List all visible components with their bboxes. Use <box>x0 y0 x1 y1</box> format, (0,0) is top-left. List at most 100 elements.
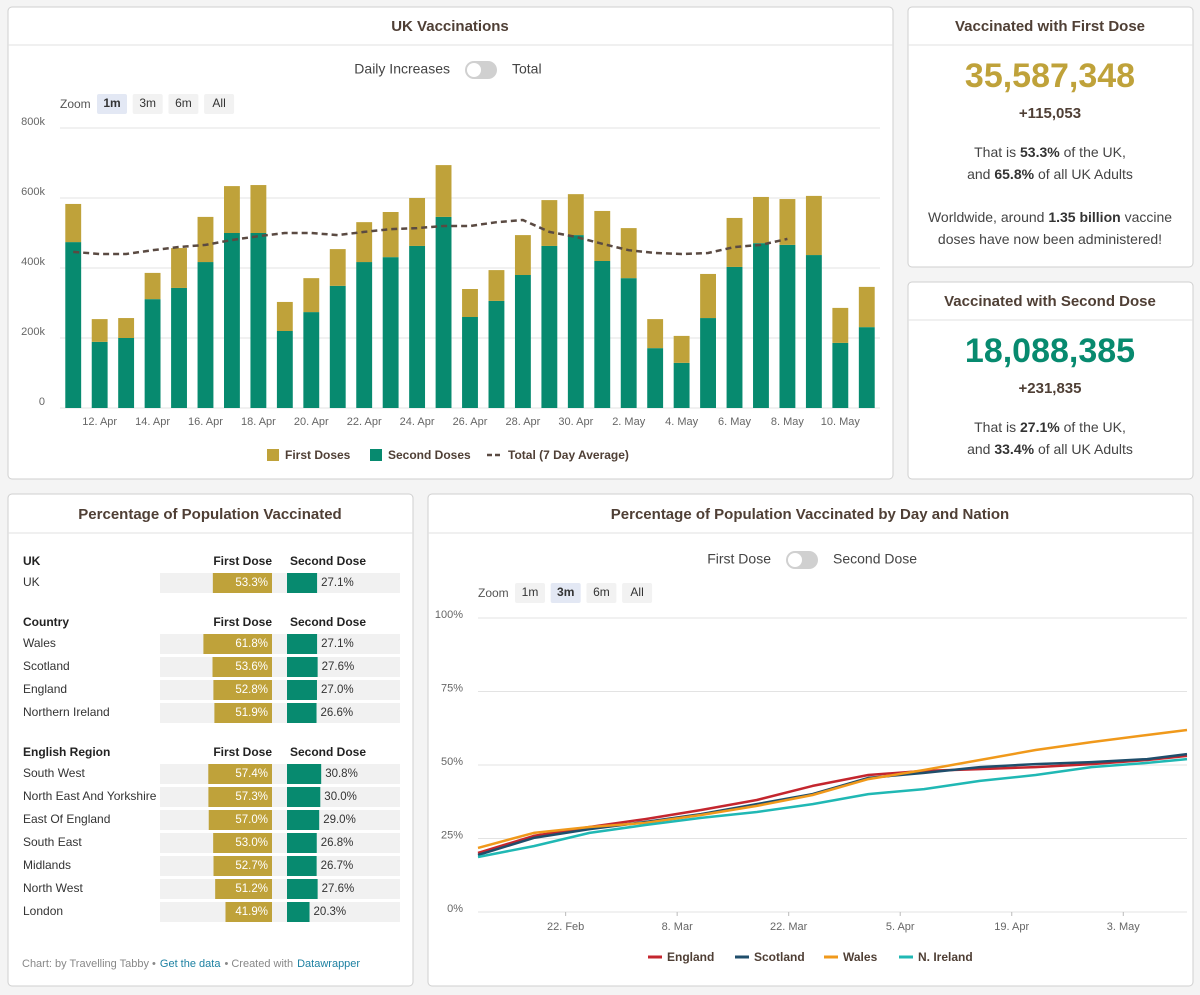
card-text-segment: of all UK Adults <box>1034 166 1133 182</box>
zoom-button[interactable] <box>622 583 653 603</box>
table-title: Percentage of Population Vaccinated <box>78 506 341 523</box>
card-text-segment: of the UK, <box>1060 144 1126 160</box>
row-background <box>160 703 400 723</box>
toggle-label: First Dose <box>707 551 771 567</box>
x-tick-label: 22. Mar <box>770 921 808 933</box>
bar-segment <box>435 165 452 217</box>
zoom-button[interactable] <box>586 583 617 603</box>
bar-segment <box>329 285 346 408</box>
bar-segment <box>144 272 161 300</box>
card-text-segment: of all UK Adults <box>1034 441 1133 457</box>
section-header: Country <box>23 615 69 629</box>
first-dose-label: 53.6% <box>235 661 268 673</box>
panel <box>907 6 1194 268</box>
card-text-segment: 1.35 billion <box>1048 209 1120 225</box>
x-tick-label: 4. May <box>665 416 699 428</box>
legend-label: Total (7 Day Average) <box>508 448 629 462</box>
bar-segment <box>462 289 478 317</box>
bar-segment <box>488 270 505 301</box>
x-tick-label: 5. Apr <box>886 921 915 933</box>
row-name: England <box>23 682 67 696</box>
first-dose-label: 53.3% <box>235 577 268 589</box>
bar-segment <box>594 210 611 261</box>
bar-segment <box>700 273 716 319</box>
bar-segment <box>594 261 611 408</box>
second-dose-bar <box>287 764 322 784</box>
second-dose-label: 20.3% <box>314 906 347 918</box>
first-dose-bar <box>215 879 272 899</box>
x-tick-label: 19. Apr <box>994 921 1029 933</box>
zoom-button-label: 3m <box>557 585 574 599</box>
card-text-segment: That is <box>974 144 1020 160</box>
row-name: London <box>23 904 63 918</box>
zoom-button[interactable] <box>515 583 545 603</box>
bar-segment <box>171 248 187 288</box>
second-dose-label: 30.8% <box>325 768 358 780</box>
zoom-button[interactable] <box>204 94 235 114</box>
card-text-segment: Worldwide, around <box>928 209 1048 225</box>
row-background <box>160 879 400 899</box>
legend-swatch <box>267 449 279 461</box>
x-tick-label: 22. Apr <box>347 416 382 428</box>
footer-link[interactable]: Get the data <box>160 958 221 970</box>
bar-segment <box>118 338 135 408</box>
legend-label: Second Doses <box>388 448 471 462</box>
zoom-button[interactable] <box>550 583 581 603</box>
second-dose-label: 27.0% <box>321 684 354 696</box>
card-text: and 33.4% of all UK Adults <box>967 441 1133 457</box>
second-dose-bar <box>287 787 321 807</box>
bar-segment <box>726 217 743 267</box>
average-line <box>73 218 788 256</box>
column-header: First Dose <box>213 554 272 568</box>
y-tick-label: 800k <box>21 116 45 128</box>
zoom-button[interactable] <box>168 94 199 114</box>
footer-credit: Chart: by Travelling Tabby • <box>22 958 156 970</box>
bar-segment <box>118 318 135 338</box>
first-dose-label: 51.2% <box>235 883 268 895</box>
card-change: +115,053 <box>1019 105 1081 122</box>
row-background <box>160 657 400 677</box>
card-value: 18,088,385 <box>965 332 1135 370</box>
second-dose-label: 26.8% <box>321 837 354 849</box>
bar-segment <box>356 222 373 263</box>
bar-segment <box>514 235 531 275</box>
first-dose-bar <box>225 902 272 922</box>
zoom-label: Zoom <box>478 586 509 600</box>
bar-segment <box>197 262 214 408</box>
legend-label: Wales <box>843 950 878 964</box>
card-text: That is 53.3% of the UK, <box>974 144 1126 160</box>
panel <box>907 281 1194 480</box>
x-tick-label: 6. May <box>718 416 752 428</box>
card-text: doses have now been administered! <box>938 231 1162 247</box>
bar-segment <box>65 203 82 243</box>
column-header: Second Dose <box>290 745 366 759</box>
toggle-knob <box>788 553 802 567</box>
first-dose-bar <box>213 833 272 853</box>
zoom-button[interactable] <box>132 94 163 114</box>
footer: Chart: by Travelling Tabby • Get the data… <box>22 958 360 970</box>
second-dose-bar <box>287 573 318 593</box>
bar-segment <box>144 299 161 408</box>
footer-created: • Created with <box>224 958 293 970</box>
card-text-segment: doses have now been administered! <box>938 231 1162 247</box>
toggle-label: Second Dose <box>833 551 917 567</box>
card-text: That is 27.1% of the UK, <box>974 419 1126 435</box>
y-tick-label: 200k <box>21 326 45 338</box>
second-dose-label: 29.0% <box>323 814 356 826</box>
bar-segment <box>673 335 690 363</box>
bar-segment <box>409 245 426 408</box>
first-dose-label: 53.0% <box>235 837 268 849</box>
bar-segment <box>382 257 399 408</box>
row-background <box>160 787 400 807</box>
bar-segment <box>753 243 769 408</box>
row-background <box>160 810 400 830</box>
zoom-button[interactable] <box>97 94 127 114</box>
bar-segment <box>779 244 796 408</box>
card-text-segment: 27.1% <box>1020 419 1060 435</box>
second-dose-label: 26.7% <box>321 860 354 872</box>
footer-tool[interactable]: Datawrapper <box>297 958 360 970</box>
bar-segment <box>224 186 240 233</box>
card-text-segment: 65.8% <box>994 166 1034 182</box>
x-tick-label: 22. Feb <box>547 921 584 933</box>
